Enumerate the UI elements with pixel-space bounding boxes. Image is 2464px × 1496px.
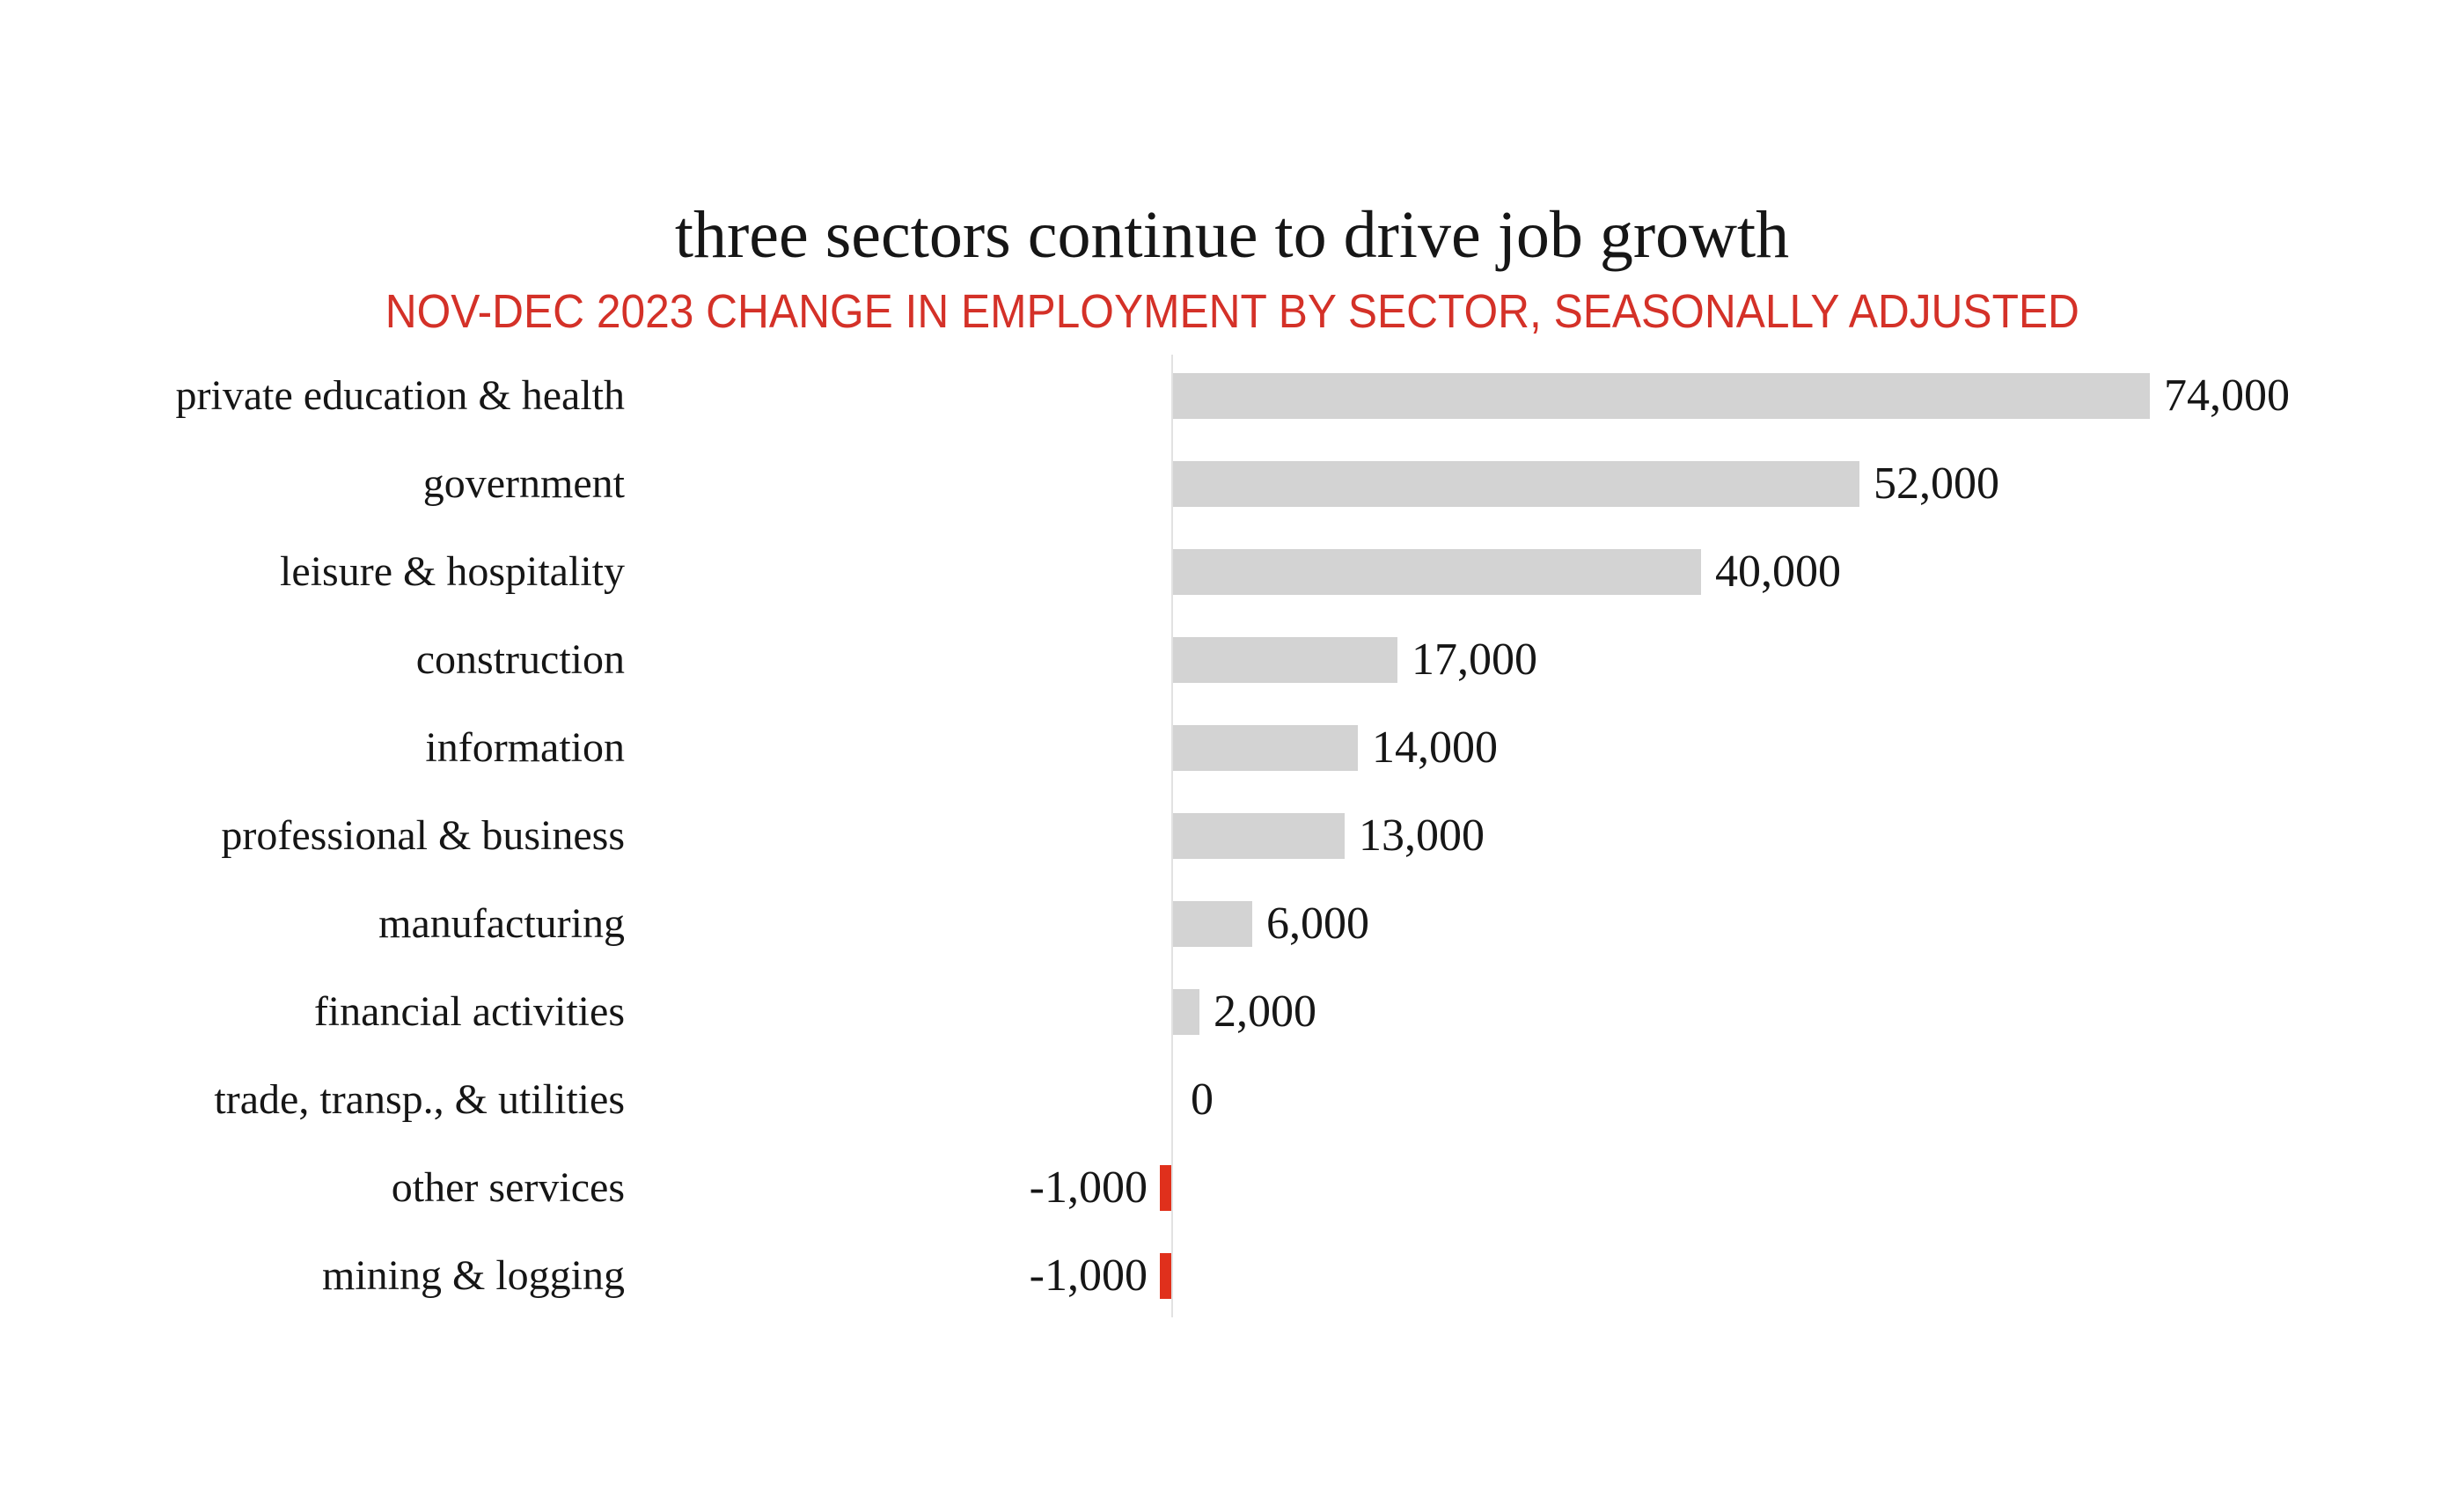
positive-bar — [1173, 725, 1358, 771]
category-label: manufacturing — [378, 900, 625, 947]
category-label: government — [422, 460, 625, 507]
value-label: 52,000 — [1874, 458, 1999, 509]
value-label: 40,000 — [1715, 546, 1841, 597]
chart-row: government 52,000 — [0, 440, 2464, 528]
positive-bar — [1173, 813, 1345, 859]
category-label: trade, transp., & utilities — [214, 1076, 625, 1123]
category-label: construction — [415, 636, 625, 683]
category-label: professional & business — [221, 812, 625, 859]
value-label: 13,000 — [1359, 810, 1485, 861]
value-label: 74,000 — [2164, 370, 2290, 421]
chart-row: private education & health 74,000 — [0, 352, 2464, 440]
value-label: 2,000 — [1214, 986, 1316, 1037]
category-label: financial activities — [313, 988, 625, 1035]
bar-chart: private education & health 74,000 governme… — [0, 352, 2464, 1338]
chart-row: trade, transp., & utilities 0 — [0, 1056, 2464, 1144]
chart-subtitle-text: NOV-DEC 2023 CHANGE IN EMPLOYMENT BY SEC… — [385, 284, 2079, 338]
chart-row: professional & business 13,000 — [0, 792, 2464, 880]
chart-row: information 14,000 — [0, 704, 2464, 792]
value-label: -1,000 — [1029, 1162, 1148, 1213]
chart-row: manufacturing 6,000 — [0, 880, 2464, 968]
category-label: mining & logging — [321, 1252, 625, 1299]
chart-subtitle: NOV-DEC 2023 CHANGE IN EMPLOYMENT BY SEC… — [0, 288, 2464, 335]
category-label: private education & health — [175, 372, 625, 419]
chart-row: other services -1,000 — [0, 1144, 2464, 1232]
category-label: leisure & hospitality — [280, 548, 625, 595]
value-label: -1,000 — [1029, 1250, 1148, 1301]
positive-bar — [1173, 901, 1252, 947]
value-label: 17,000 — [1412, 634, 1537, 685]
positive-bar — [1173, 461, 1859, 507]
chart-title: three sectors continue to drive job grow… — [674, 197, 1790, 272]
positive-bar — [1173, 373, 2150, 419]
value-label: 0 — [1191, 1074, 1214, 1125]
positive-bar — [1173, 549, 1701, 595]
chart-row: construction 17,000 — [0, 616, 2464, 704]
category-label: information — [425, 724, 625, 771]
chart-row: financial activities 2,000 — [0, 968, 2464, 1056]
category-label: other services — [391, 1164, 625, 1211]
chart-row: mining & logging -1,000 — [0, 1232, 2464, 1320]
positive-bar — [1173, 637, 1397, 683]
value-label: 6,000 — [1266, 898, 1369, 949]
chart-row: leisure & hospitality 40,000 — [0, 528, 2464, 616]
negative-bar — [1160, 1165, 1173, 1211]
negative-bar — [1160, 1253, 1173, 1299]
zero-axis-line — [1171, 355, 1173, 1317]
positive-bar — [1173, 989, 1199, 1035]
value-label: 14,000 — [1372, 722, 1498, 773]
